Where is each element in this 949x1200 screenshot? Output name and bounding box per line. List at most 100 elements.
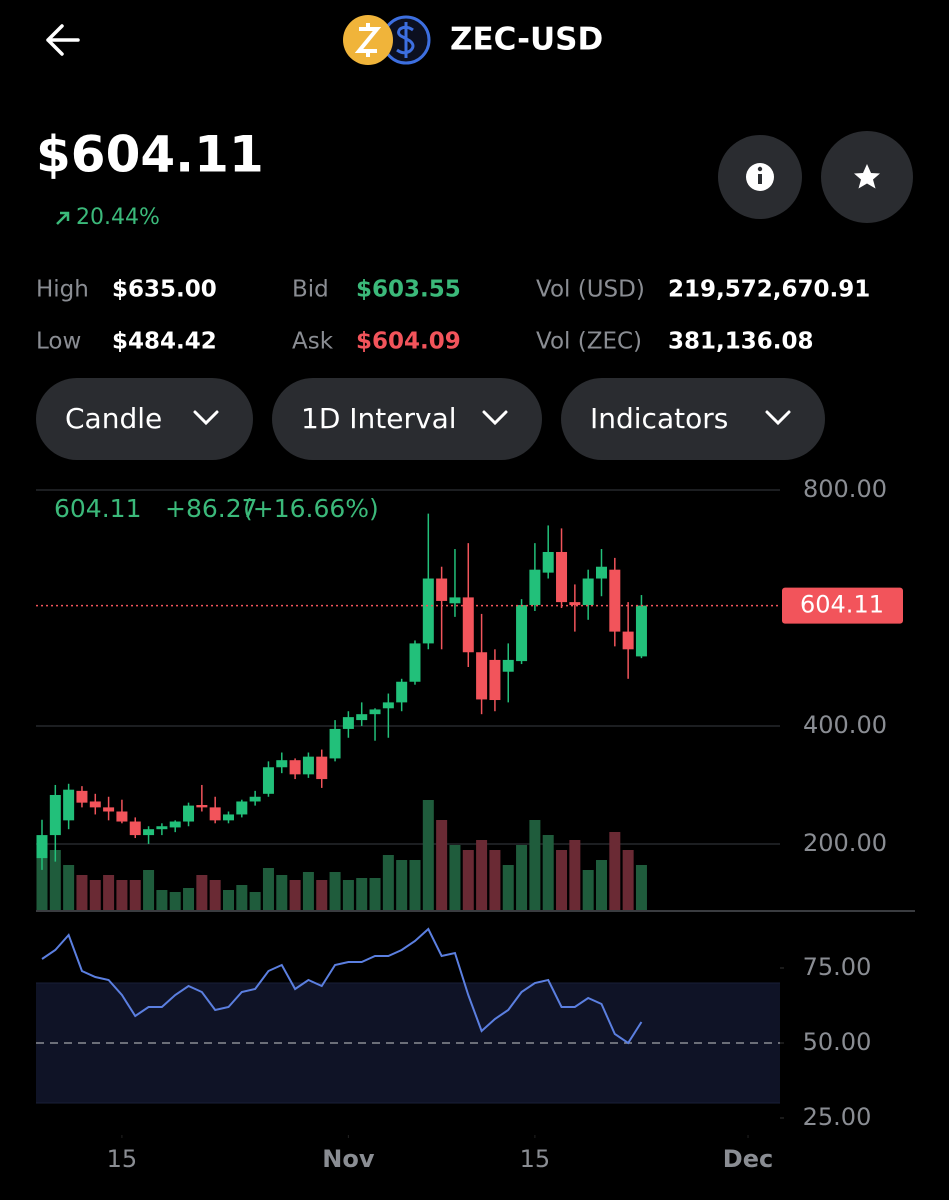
- stats: High $635.00 Bid $603.55 Vol (USD) 219,572,67…: [36, 277, 870, 355]
- stat-value: $603.55: [356, 277, 461, 303]
- candle-body: [436, 578, 448, 601]
- candle-body: [582, 578, 594, 606]
- rsi-clip-cover: [780, 1126, 949, 1146]
- volume-bar: [209, 880, 221, 910]
- x-tick-label: 15: [520, 1145, 551, 1173]
- candle-body: [196, 805, 208, 808]
- candle-body: [556, 551, 568, 603]
- dropdown-button[interactable]: [561, 378, 825, 460]
- volume-bar: [103, 875, 115, 910]
- stat-label: High: [36, 277, 89, 303]
- candle-body: [209, 807, 221, 821]
- volume-bar: [63, 865, 75, 910]
- legend-price: 604.11: [54, 494, 141, 523]
- volume-bar: [222, 890, 234, 910]
- rsi-tick-label: 50.00: [803, 1028, 872, 1056]
- volume-bar: [183, 888, 195, 910]
- stat-label: Low: [36, 329, 81, 355]
- volume-bar: [356, 878, 368, 910]
- candle-body: [476, 652, 488, 700]
- candle-body: [449, 597, 461, 604]
- info-icon-dot: [757, 166, 763, 172]
- volume-bar: [516, 845, 528, 910]
- candle-body: [542, 551, 554, 573]
- candle-body: [316, 756, 328, 780]
- stat-label: Ask: [292, 329, 334, 355]
- candle-body: [302, 756, 314, 775]
- dropdown-button[interactable]: [272, 378, 542, 460]
- change-arrow: [56, 211, 70, 225]
- back-button[interactable]: [46, 24, 80, 56]
- volume-bar: [196, 875, 208, 910]
- candle-body: [183, 805, 195, 822]
- volume-bar: [36, 855, 48, 910]
- volume-bar: [396, 860, 408, 910]
- volume-bar: [529, 820, 541, 910]
- candle-body: [382, 702, 394, 709]
- volume-bar: [289, 880, 301, 910]
- volume-bar: [556, 850, 568, 910]
- chevron: [193, 410, 219, 426]
- dropdown-button[interactable]: [36, 378, 253, 460]
- info-icon-bar: [758, 174, 762, 184]
- pair-title: ZEC-USD: [450, 22, 603, 58]
- candle-body: [342, 717, 354, 729]
- volume-bar: [569, 840, 581, 910]
- candle-body: [262, 767, 274, 794]
- candle-body: [502, 659, 514, 672]
- candle-body: [63, 789, 75, 821]
- volume-bar: [436, 820, 448, 910]
- y-tick-label: 800.00: [803, 475, 887, 503]
- volume-bar: [595, 860, 607, 910]
- volume-bar: [609, 832, 621, 910]
- chevron: [482, 410, 508, 426]
- usd-symbol: [396, 22, 415, 58]
- stat-value: $635.00: [112, 277, 217, 303]
- candle-body: [356, 714, 368, 721]
- volume-bar: [422, 800, 434, 910]
- candle-body: [289, 760, 301, 775]
- volume-bar: [409, 860, 421, 910]
- volume-bar: [143, 870, 155, 910]
- volume-bar: [49, 850, 61, 910]
- candle-body: [635, 605, 647, 657]
- candle-body: [396, 681, 408, 703]
- chevron: [765, 410, 791, 426]
- candle-body: [422, 578, 434, 644]
- candle-body: [462, 597, 474, 653]
- chart: 800.00400.00200.00604.1175.0050.0025.001…: [36, 475, 949, 1173]
- x-tick-label: Nov: [322, 1145, 375, 1173]
- candle-body: [169, 821, 181, 828]
- candle-body: [103, 807, 115, 812]
- x-tick-label: Dec: [723, 1145, 773, 1173]
- volume-bar: [476, 840, 488, 910]
- stat-value: $604.09: [356, 329, 461, 355]
- candle-body: [36, 835, 48, 859]
- volume-bar: [635, 865, 647, 910]
- candle-body: [49, 794, 61, 836]
- candle-body: [516, 605, 528, 662]
- candle-body: [529, 569, 541, 606]
- volume-bar: [236, 885, 248, 910]
- candle-body: [143, 829, 155, 836]
- volume-bar: [249, 892, 261, 910]
- stat-label: Vol (USD): [536, 277, 645, 303]
- candle-body: [276, 760, 288, 768]
- buttons: Candle 1D Interval Indicators: [36, 378, 825, 460]
- last-price-label: 604.11: [800, 591, 884, 619]
- volume-bar: [382, 855, 394, 910]
- candle-body: [622, 631, 634, 650]
- candle-body: [329, 728, 341, 759]
- stat-value: $484.42: [112, 329, 217, 355]
- volume-bar: [89, 880, 101, 910]
- candle-body: [222, 814, 234, 821]
- candle-body: [236, 801, 248, 815]
- rsi-line: [41, 927, 643, 1045]
- candle-body: [595, 566, 607, 579]
- dropdown-label: 1D Interval: [301, 402, 457, 435]
- candle-body: [116, 811, 128, 822]
- rsi-tick-label: 75.00: [803, 953, 872, 981]
- volume-bar: [449, 845, 461, 910]
- volume-bar: [342, 880, 354, 910]
